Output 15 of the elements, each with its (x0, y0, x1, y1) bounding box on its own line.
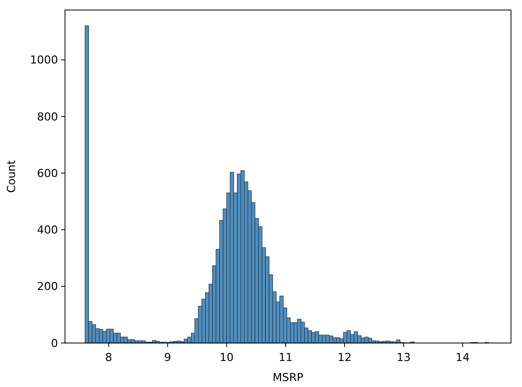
x-tick-label: 11 (278, 351, 293, 364)
y-tick-label: 0 (51, 336, 58, 350)
x-tick-label: 9 (164, 351, 172, 364)
x-tick-label: 10 (220, 351, 234, 364)
y-tick-label: 800 (37, 110, 58, 124)
x-tick-label: 8 (105, 351, 112, 364)
y-tick-label: 600 (37, 166, 58, 180)
x-axis-title: MSRP (272, 371, 304, 384)
y-tick-label: 1000 (30, 54, 58, 67)
x-tick-label: 12 (338, 351, 352, 364)
y-tick-label: 200 (37, 280, 58, 294)
y-axis-title: Count (5, 159, 18, 193)
y-tick-label: 400 (37, 224, 58, 237)
x-tick-label: 14 (456, 351, 470, 364)
x-tick-label: 13 (396, 351, 411, 364)
